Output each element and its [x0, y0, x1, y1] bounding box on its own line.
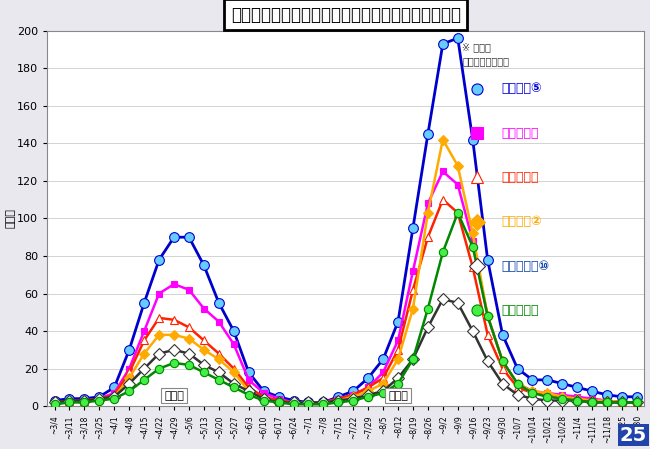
Text: ：滋賀県㉢: ：滋賀県㉢ — [501, 304, 539, 317]
Text: ：大阪府⑤: ：大阪府⑤ — [501, 82, 541, 95]
Text: ：和歌山県⑩: ：和歌山県⑩ — [501, 260, 549, 273]
Y-axis label: （人）: （人） — [6, 208, 16, 229]
Text: ：奈良県⑯: ：奈良県⑯ — [501, 171, 539, 184]
Text: ：兵庫県⑮: ：兵庫県⑮ — [501, 127, 539, 140]
Text: 第４波: 第４波 — [164, 391, 184, 401]
Text: 第５波: 第５波 — [388, 391, 408, 401]
Text: ※ 丸数字
：最新の全国順位: ※ 丸数字 ：最新の全国順位 — [462, 42, 509, 66]
Text: 25: 25 — [619, 426, 647, 445]
Text: ：京都府②: ：京都府② — [501, 216, 541, 228]
Title: 直近１週間の人口１０万人当たりの陽性者数の推移: 直近１週間の人口１０万人当たりの陽性者数の推移 — [231, 5, 461, 23]
